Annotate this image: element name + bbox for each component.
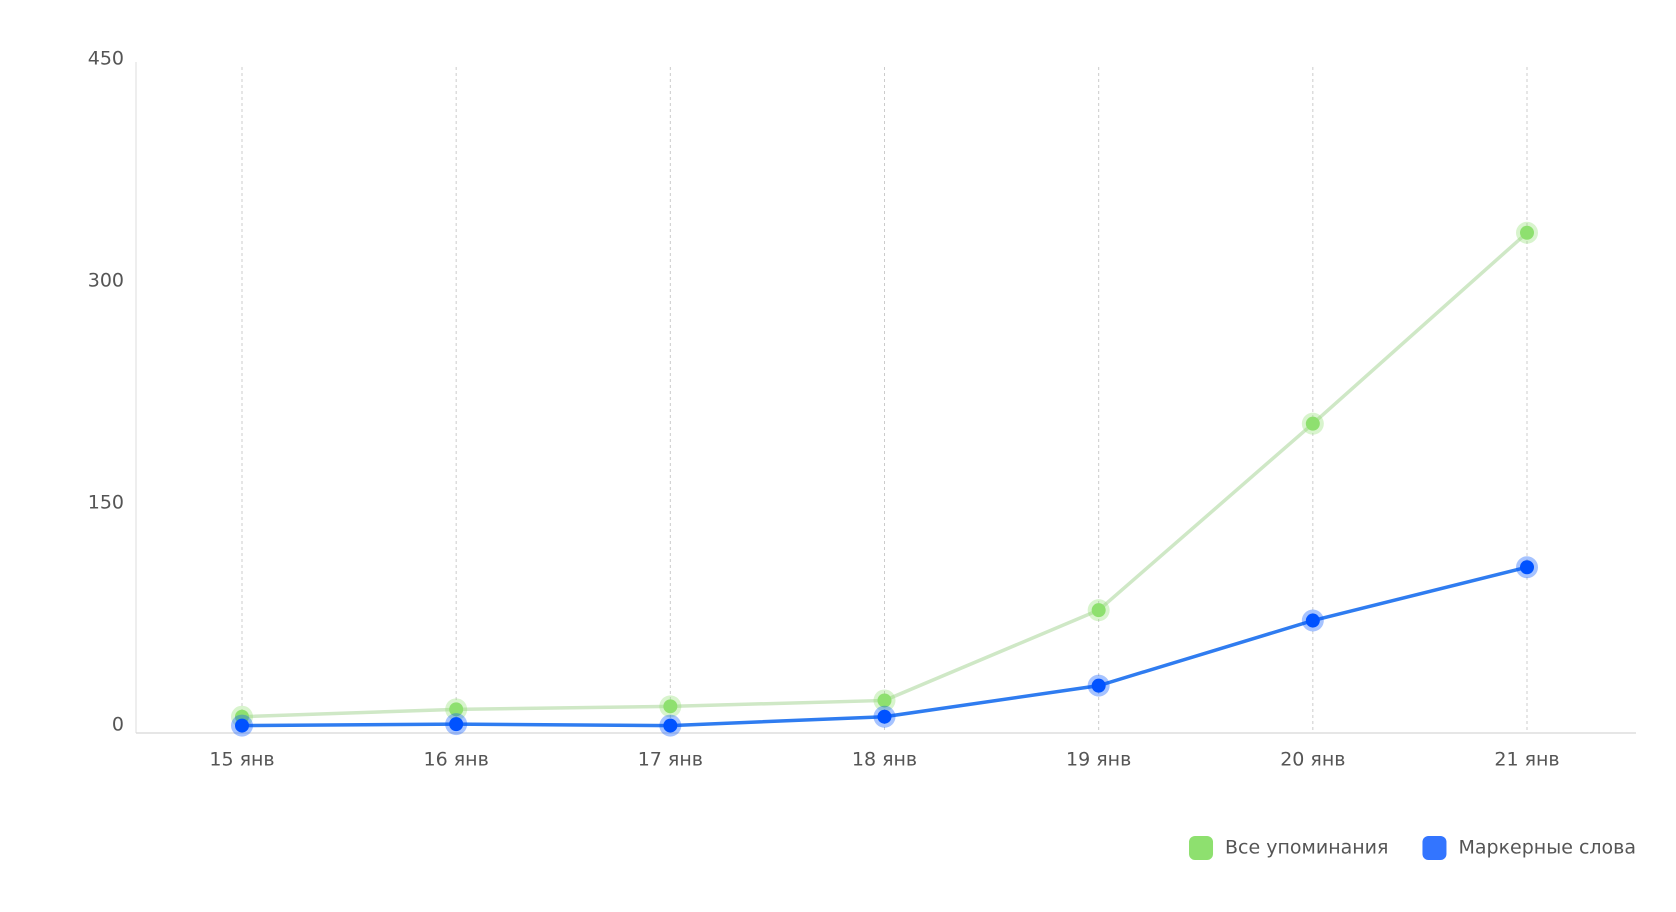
x-tick-label: 21 янв — [1494, 749, 1559, 771]
point — [449, 702, 464, 717]
x-tick-label: 19 янв — [1066, 749, 1131, 771]
point — [663, 718, 678, 733]
x-tick-label: 15 янв — [209, 749, 274, 771]
x-tick-label: 16 янв — [424, 749, 489, 771]
point — [1520, 560, 1534, 575]
legend-swatch — [1189, 836, 1214, 860]
point — [877, 709, 892, 724]
x-tick-label: 18 янв — [852, 749, 917, 771]
y-tick-label: 150 — [88, 492, 124, 514]
point — [449, 717, 464, 732]
point — [1305, 613, 1320, 628]
y-tick-label: 0 — [112, 714, 124, 736]
x-tick-label: 20 янв — [1280, 749, 1345, 771]
x-tick-label: 17 янв — [638, 749, 703, 771]
legend-label: Все упоминания — [1225, 837, 1388, 859]
legend-swatch — [1422, 836, 1447, 860]
point — [877, 693, 892, 708]
point — [663, 699, 678, 714]
y-tick-label: 450 — [88, 48, 124, 70]
y-tick-label: 300 — [88, 270, 124, 292]
legend-label: Маркерные слова — [1458, 837, 1636, 859]
point — [1520, 225, 1534, 240]
point — [1091, 603, 1106, 618]
point — [1305, 416, 1320, 431]
point — [1091, 678, 1106, 693]
point — [235, 718, 249, 733]
